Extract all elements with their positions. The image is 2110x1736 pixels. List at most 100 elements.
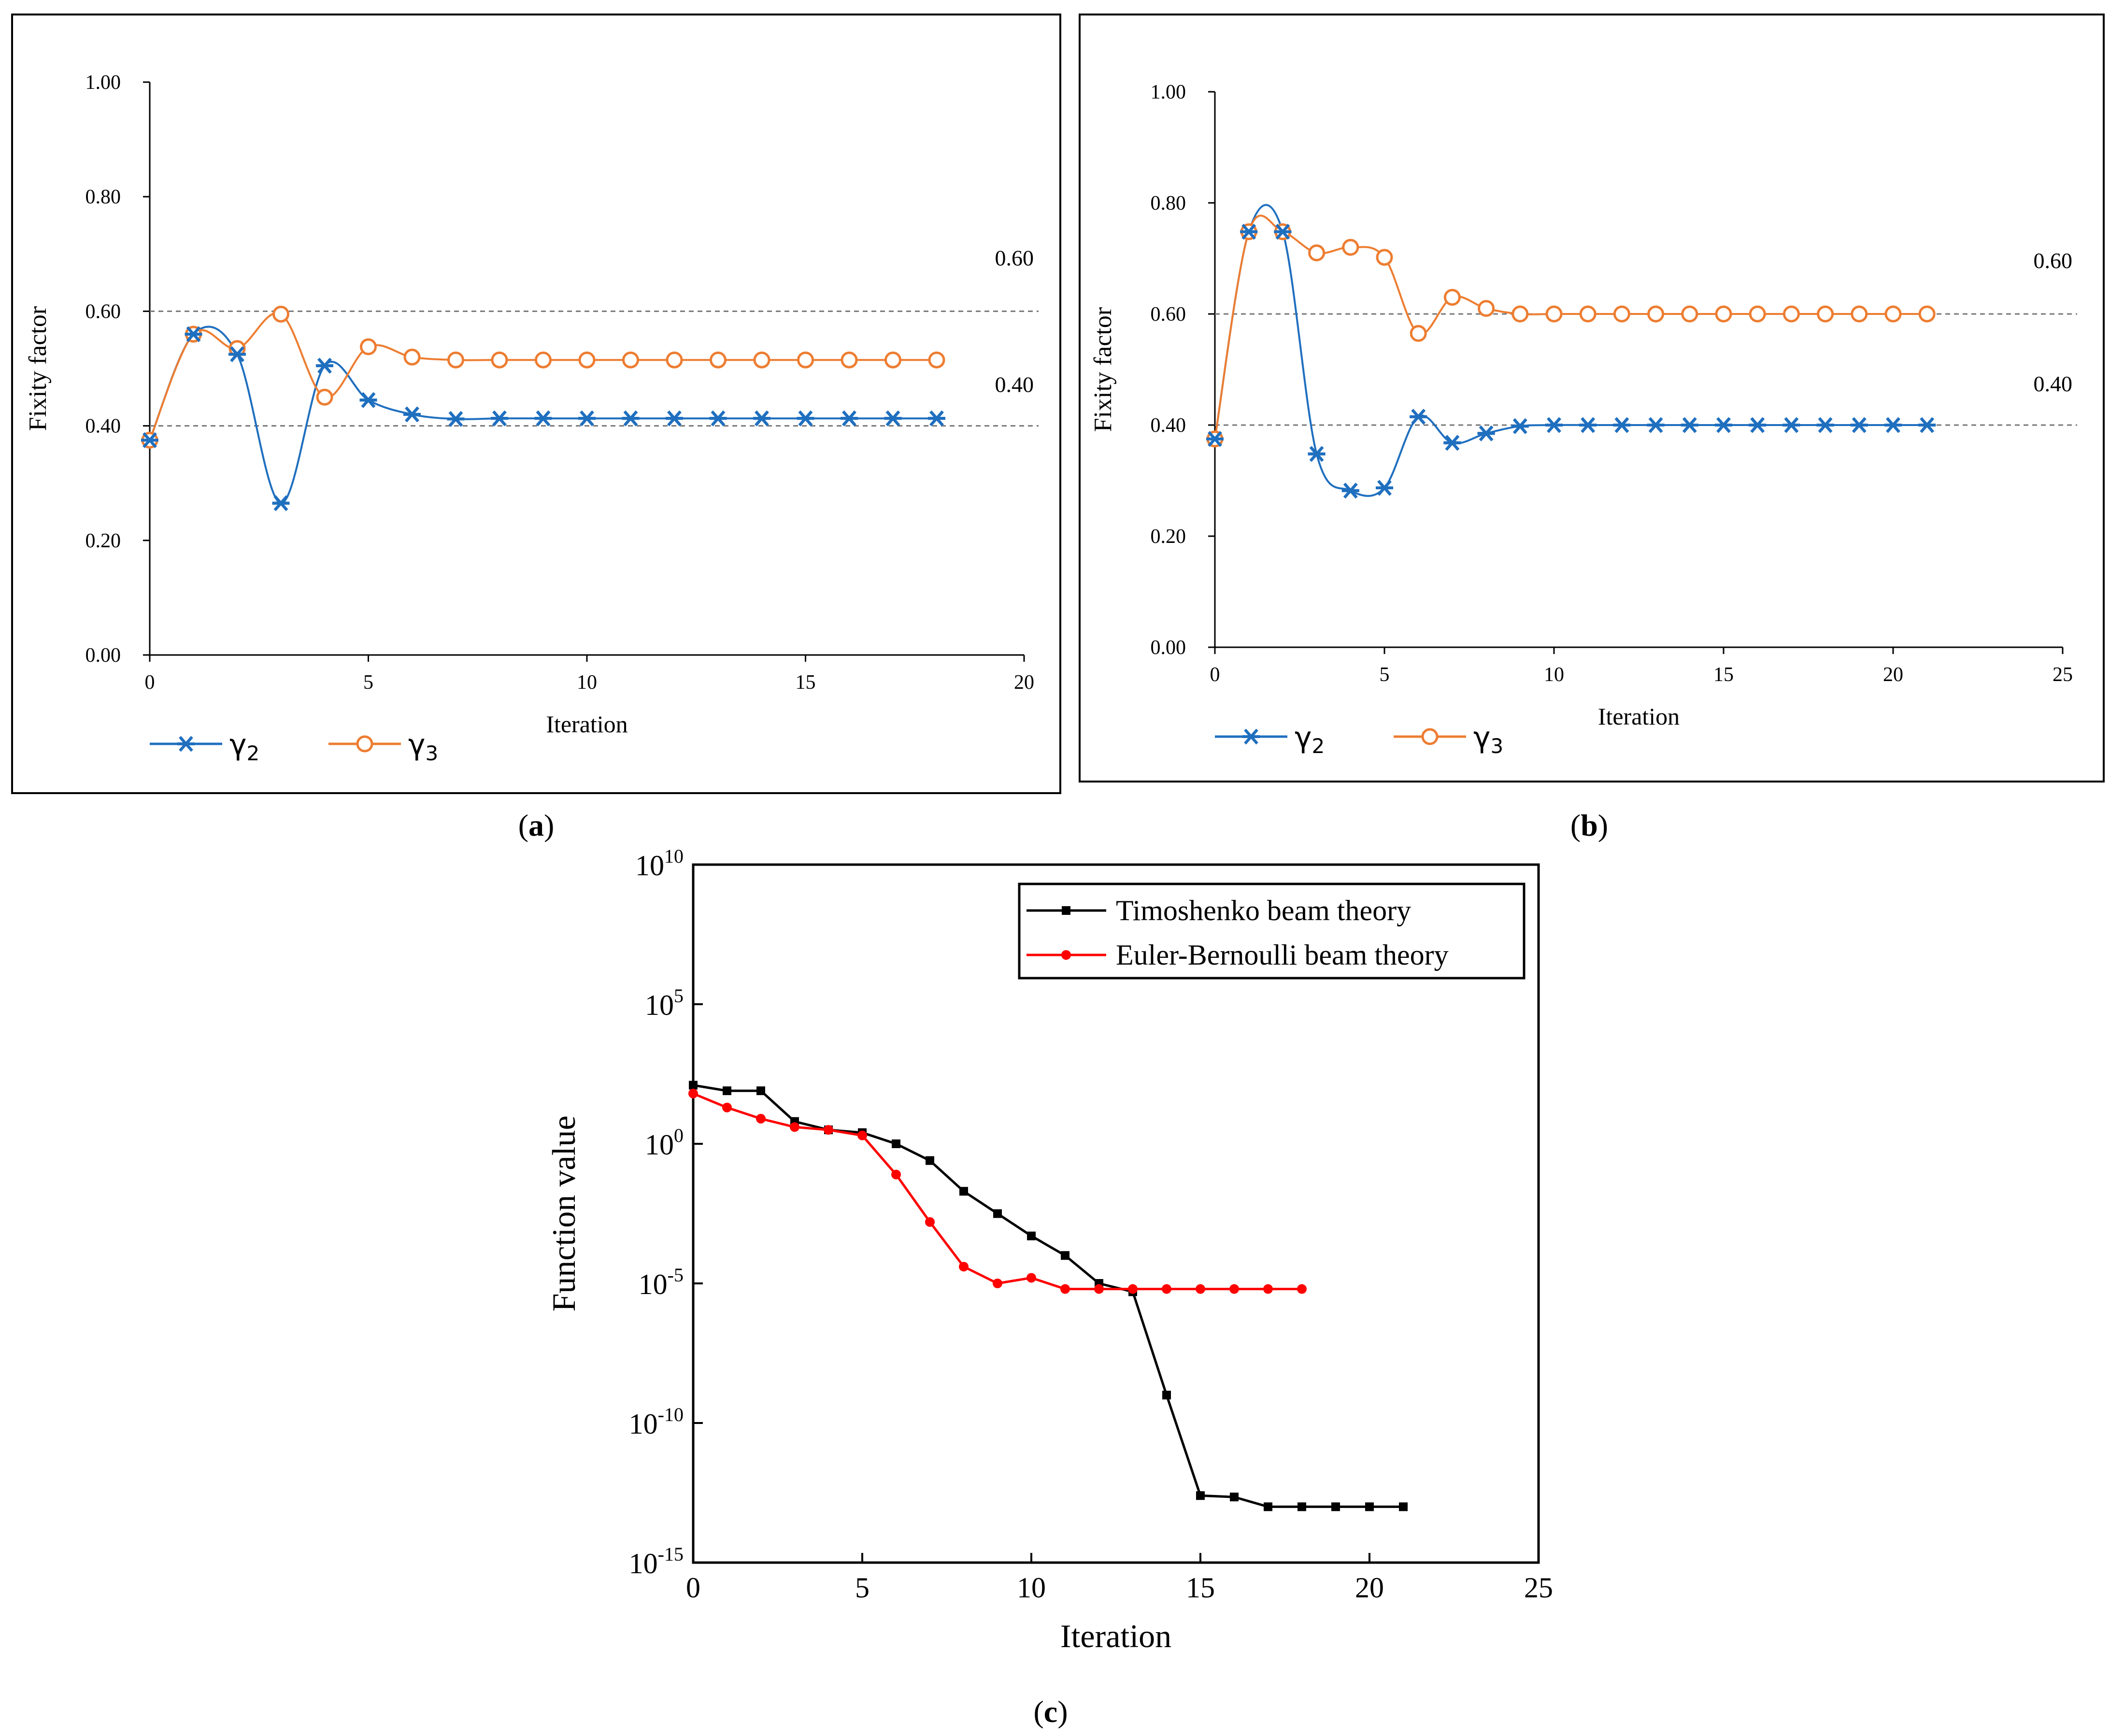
data-point-square (689, 1081, 698, 1090)
y-tick-label: 0.20 (86, 530, 121, 552)
data-point-circle (1715, 305, 1732, 323)
data-point-circle (1511, 305, 1529, 323)
reference-label: 0.60 (2034, 248, 2073, 273)
y-tick-label: 1.00 (1151, 81, 1186, 103)
data-point-circle (316, 388, 333, 406)
data-point-dot (925, 1217, 935, 1227)
data-point-circle (1749, 305, 1766, 323)
x-tick-label: 10 (1017, 1572, 1046, 1604)
y-tick-label: 10-10 (629, 1404, 684, 1440)
y-tick-label: 1.00 (86, 71, 121, 94)
y-tick-label: 10-5 (639, 1264, 684, 1300)
data-point-dot (1196, 1284, 1205, 1294)
legend-label-sub: 2 (1312, 734, 1325, 758)
data-point-star-overlay (841, 410, 858, 427)
data-point-dot (1229, 1284, 1239, 1294)
data-point-dot (756, 1113, 766, 1124)
x-axis-title: Iteration (1060, 1618, 1171, 1654)
y-axis-title: Fixity factor (1089, 307, 1117, 432)
data-point-square (1162, 1391, 1171, 1400)
legend-marker-star (1242, 728, 1260, 745)
plot-b-area: 0 5 10 15 20 25 0.00 0.20 0.40 0.60 0.80 1.00 0.60 0.… (1089, 81, 2077, 758)
plot-c-area: 0 5 10 15 20 25101010510010-510-1010-15Iterat… (545, 845, 1553, 1654)
y-axis-title: Function value (545, 1115, 582, 1311)
data-point-circle (272, 305, 289, 323)
x-tick-label: 5 (1380, 664, 1390, 686)
legend-label-γ2: γ2 (1295, 721, 1325, 758)
reference-label: 0.60 (995, 245, 1034, 270)
data-point-star-overlay (1918, 417, 1936, 433)
x-tick-label: 0 (686, 1572, 700, 1604)
data-point-star-overlay (1850, 417, 1868, 433)
data-point-circle (535, 351, 552, 369)
x-axis-title: Iteration (1598, 703, 1680, 730)
data-point-star-overlay (1749, 417, 1767, 433)
data-point-star-overlay (753, 410, 770, 427)
panel-a-label: (a) (518, 808, 555, 842)
y-tick-exponent: -10 (658, 1404, 684, 1425)
data-point-square (993, 1209, 1002, 1218)
x-tick-label: 25 (1524, 1572, 1553, 1604)
panel-c: 0 5 10 15 20 25101010510010-510-1010-15Iterat… (545, 845, 1553, 1729)
data-point-star-overlay (1477, 425, 1495, 441)
data-point-dot (824, 1125, 833, 1135)
legend-label-γ3: γ3 (1473, 721, 1503, 758)
y-tick-label: 0.60 (1151, 303, 1186, 326)
y-tick-label: 100 (645, 1124, 684, 1161)
data-point-circle (884, 351, 901, 369)
data-point-star-overlay (578, 410, 596, 427)
data-point-star-overlay (534, 410, 552, 427)
data-point-star-overlay (491, 410, 508, 427)
data-point-star-overlay (1240, 224, 1258, 240)
y-tick-base: 10 (645, 989, 674, 1021)
data-point-star-overlay (447, 411, 465, 427)
data-point-dot (857, 1130, 867, 1140)
data-point-dot (1026, 1273, 1036, 1283)
data-point-square (926, 1156, 934, 1165)
data-point-star-overlay (1647, 417, 1665, 433)
legend-label-sub: 3 (426, 741, 439, 765)
data-point-circle (622, 351, 639, 369)
data-point-square (723, 1086, 731, 1096)
data-point-star-overlay (359, 392, 377, 408)
series-line-Timoshenko beam theory (693, 1084, 1403, 1508)
data-point-star-overlay (185, 326, 202, 342)
data-point-circle (1817, 305, 1834, 323)
data-point-dot (1297, 1284, 1307, 1294)
data-point-star-overlay (1274, 224, 1292, 240)
data-point-dot (688, 1088, 698, 1098)
legend-label-sub: 3 (1491, 734, 1504, 758)
data-point-circle (1478, 300, 1495, 317)
y-tick-label: 0.80 (86, 186, 121, 208)
y-tick-exponent: -5 (668, 1264, 684, 1286)
legend-marker-star (177, 736, 195, 752)
data-point-circle (1613, 305, 1630, 323)
data-point-dot (959, 1262, 969, 1272)
legend-marker-circle (1421, 728, 1439, 745)
y-tick-label: 0.80 (1151, 192, 1186, 214)
reference-label: 0.40 (2034, 371, 2073, 396)
data-point-square (1230, 1493, 1239, 1502)
legend-label-base: γ (1473, 721, 1491, 754)
y-tick-base: 10 (629, 1408, 658, 1440)
legend-marker-circle (356, 735, 373, 753)
plot-frame (692, 863, 1540, 1564)
data-point-square (756, 1086, 765, 1096)
data-point-dot (1128, 1284, 1138, 1294)
plot-a-area: 0 5 10 15 20 0.00 0.20 0.40 0.60 0.80 1.00 0.60 0.40… (24, 71, 1039, 765)
data-point-square (1196, 1491, 1205, 1500)
series-line-Euler-Bernoulli beam theory (693, 1092, 1302, 1291)
data-point-star-overlay (1410, 409, 1427, 425)
y-tick-label: 0.20 (1151, 526, 1186, 548)
data-point-star-overlay (1206, 431, 1224, 447)
data-point-circle (797, 351, 814, 369)
y-tick-base: 10 (645, 1129, 674, 1161)
data-point-circle (1579, 305, 1597, 323)
data-point-square (1365, 1502, 1374, 1511)
panel-a: 0 5 10 15 20 0.00 0.20 0.40 0.60 0.80 1.00 0.60 0.40… (11, 14, 1061, 842)
data-point-square (892, 1139, 900, 1148)
x-tick-label: 0 (1210, 664, 1220, 686)
data-point-star-overlay (1308, 446, 1326, 462)
data-point-star-overlay (228, 346, 246, 362)
x-axis-title: Iteration (546, 711, 627, 738)
